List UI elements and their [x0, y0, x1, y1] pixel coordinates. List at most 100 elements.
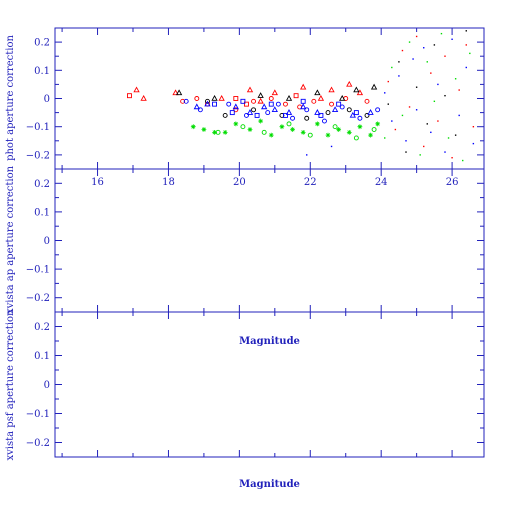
- data-point: [246, 86, 254, 93]
- data-point: [346, 129, 352, 135]
- data-point: [261, 103, 268, 110]
- data-point: [244, 101, 249, 107]
- data-point: [423, 47, 425, 49]
- panel-1-ytick-label: −0.1: [26, 122, 50, 133]
- data-point: [218, 94, 225, 101]
- data-point: [401, 114, 404, 117]
- data-point: [279, 112, 285, 118]
- data-point: [364, 112, 370, 118]
- data-point: [405, 151, 407, 153]
- panel-1-ytick-label: 0.2: [34, 38, 50, 49]
- data-point: [454, 78, 457, 80]
- data-point: [364, 98, 370, 104]
- data-point: [275, 101, 281, 107]
- panel-3-ytick-label: 0.1: [34, 351, 50, 362]
- panel-1-xtick-label: 16: [91, 177, 104, 188]
- data-point: [332, 124, 338, 130]
- data-point: [204, 100, 211, 107]
- data-point: [412, 58, 414, 60]
- data-point: [357, 124, 363, 130]
- data-point: [465, 30, 467, 32]
- data-point: [384, 92, 386, 94]
- data-point: [285, 109, 293, 115]
- data-point: [212, 129, 217, 135]
- data-point: [426, 123, 428, 125]
- data-point: [370, 83, 378, 90]
- data-point: [336, 101, 342, 107]
- panel-2-xlabel: Magnitude: [239, 336, 300, 347]
- data-point: [408, 106, 411, 108]
- data-point: [183, 98, 189, 104]
- data-point: [430, 72, 432, 74]
- data-point: [398, 75, 400, 77]
- data-point: [398, 61, 400, 63]
- panel-3-ytick-label: −0.2: [26, 438, 50, 449]
- data-point: [391, 120, 393, 122]
- data-point: [339, 94, 346, 101]
- data-point: [257, 92, 264, 98]
- data-point: [458, 89, 460, 91]
- data-point: [251, 107, 256, 113]
- data-point: [465, 66, 467, 69]
- data-point: [472, 126, 475, 128]
- data-point: [233, 107, 239, 113]
- data-point: [325, 132, 331, 138]
- data-point: [283, 101, 288, 107]
- data-point: [469, 52, 471, 55]
- data-point: [437, 83, 439, 86]
- panel-1-xtick-label: 26: [446, 177, 459, 188]
- panel-3-xlabel: Magnitude: [239, 479, 300, 490]
- data-point: [251, 98, 256, 104]
- data-point: [222, 112, 228, 118]
- data-point: [387, 80, 389, 83]
- data-point: [197, 107, 203, 113]
- data-point: [229, 110, 235, 116]
- data-point: [440, 32, 443, 35]
- data-point: [285, 94, 293, 101]
- data-point: [290, 127, 295, 132]
- data-point: [465, 44, 467, 46]
- data-point: [430, 131, 432, 134]
- data-point: [423, 145, 425, 148]
- data-point: [444, 55, 446, 57]
- panel-1-ylabel: phot aperture correction: [5, 35, 16, 161]
- data-point: [415, 35, 418, 38]
- data-point: [268, 101, 274, 107]
- data-point: [451, 38, 453, 40]
- data-point: [300, 129, 306, 135]
- data-point: [293, 93, 299, 99]
- data-point: [353, 110, 359, 116]
- data-point: [331, 106, 339, 113]
- data-point: [279, 124, 285, 130]
- panel-3-ylabel: xvista psf aperture correction: [5, 309, 16, 461]
- data-point: [353, 86, 360, 93]
- panel-3-ytick-label: 0.2: [34, 322, 50, 333]
- data-point: [283, 112, 288, 118]
- panel-3-frame: [54, 311, 485, 458]
- data-point: [458, 114, 460, 117]
- data-point: [405, 140, 407, 142]
- data-point: [254, 112, 260, 118]
- data-point: [258, 118, 264, 124]
- data-point: [257, 97, 264, 104]
- data-point: [194, 96, 200, 101]
- data-point: [205, 98, 210, 104]
- data-point: [268, 132, 274, 138]
- data-point: [353, 135, 359, 141]
- data-point: [356, 89, 364, 96]
- data-point: [415, 109, 418, 111]
- data-point: [247, 127, 253, 132]
- data-point: [433, 100, 436, 103]
- panel-1-xtick-label: 24: [375, 177, 388, 188]
- data-point: [472, 142, 475, 145]
- panel-2-ytick-label: 0: [44, 236, 50, 247]
- panel-1-xtick-label: 20: [233, 177, 246, 188]
- data-point: [306, 154, 308, 156]
- data-point: [271, 89, 278, 96]
- data-point: [371, 127, 377, 132]
- data-point: [394, 128, 397, 131]
- panel-2-ytick-label: −0.2: [26, 293, 50, 304]
- panel-2-ytick-label: 0.2: [34, 179, 50, 190]
- data-point: [368, 132, 373, 138]
